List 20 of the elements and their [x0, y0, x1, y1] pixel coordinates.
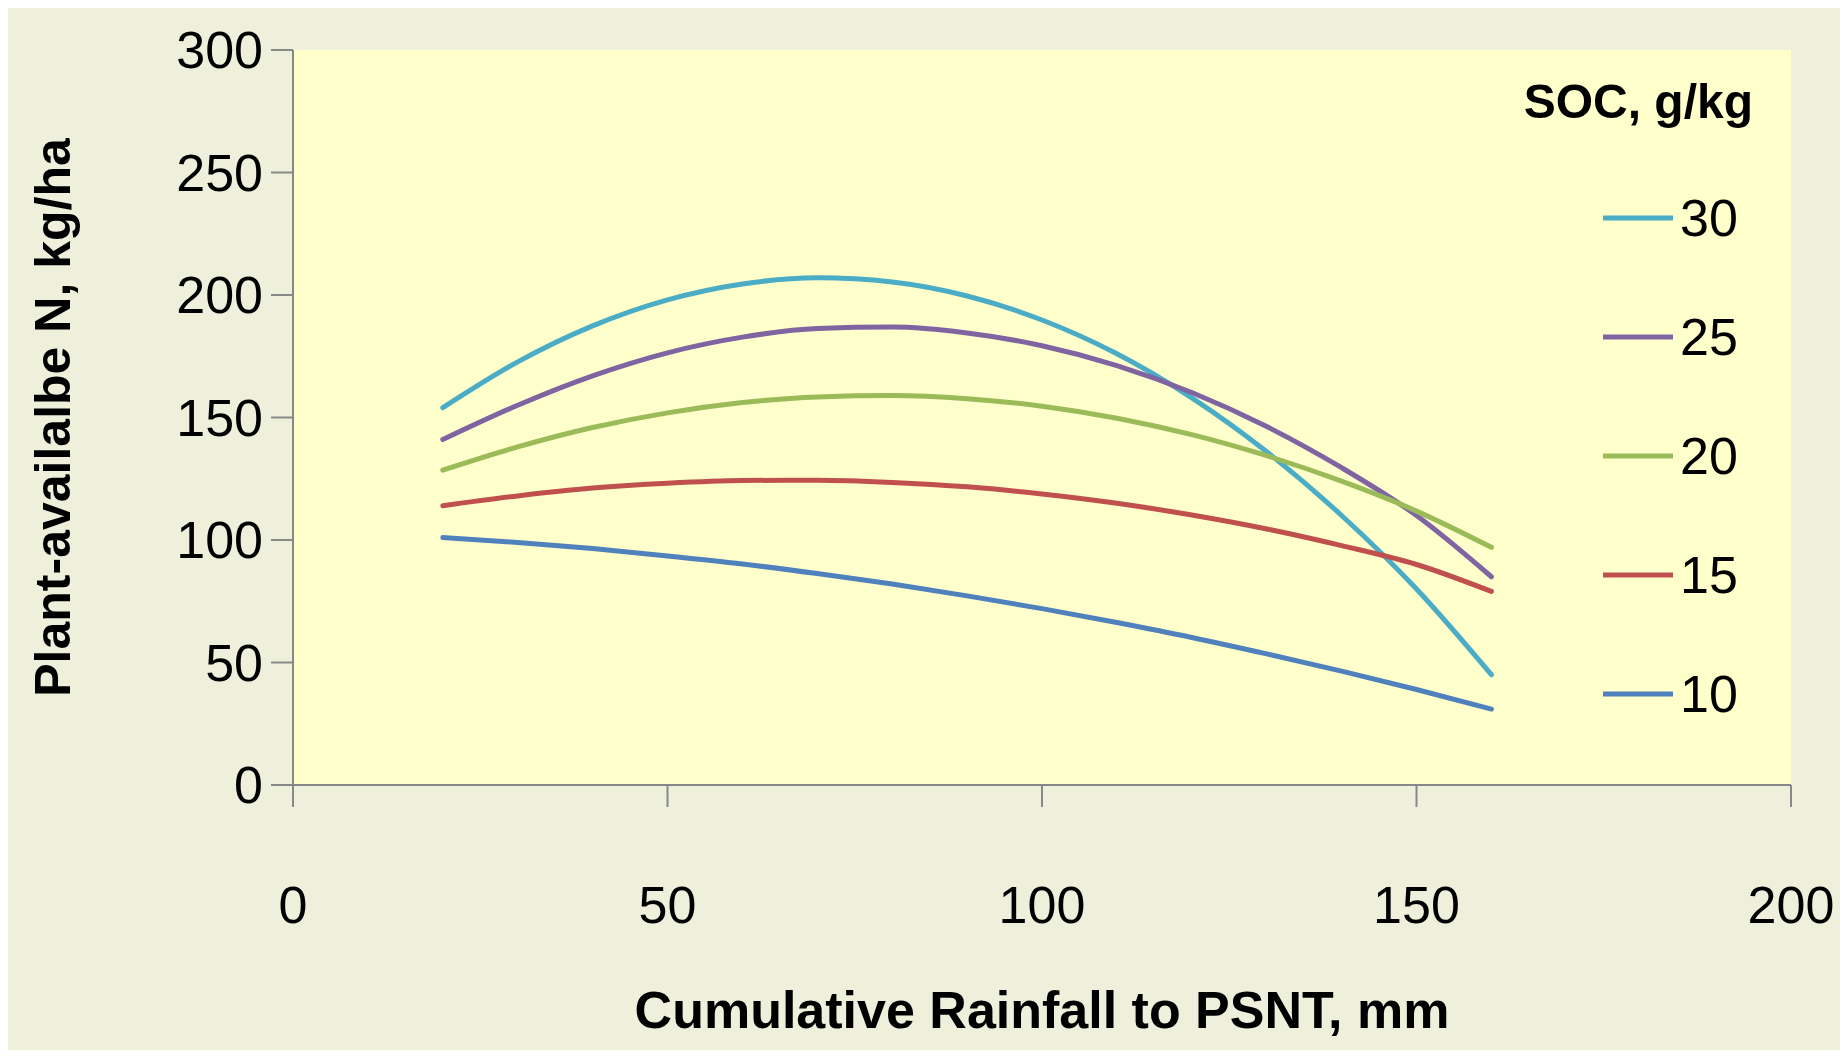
- x-tick-label: 100: [998, 876, 1086, 934]
- legend-label: 30: [1680, 189, 1738, 248]
- y-tick-label: 250: [176, 143, 263, 202]
- x-tick-label: 200: [1747, 876, 1835, 934]
- legend-title: SOC, g/kg: [1523, 75, 1753, 128]
- legend-label: 25: [1680, 308, 1738, 367]
- y-tick-label: 0: [234, 756, 263, 815]
- y-tick-label: 150: [176, 388, 263, 447]
- y-tick-label: 50: [205, 633, 263, 692]
- x-tick-label: 0: [278, 876, 308, 934]
- y-axis-title: Plant-availalbe N, kg/ha: [25, 137, 81, 697]
- x-tick-label: 150: [1373, 876, 1460, 934]
- legend-label: 20: [1680, 427, 1738, 486]
- y-tick-label: 100: [176, 511, 263, 570]
- x-axis-title: Cumulative Rainfall to PSNT, mm: [634, 981, 1450, 1039]
- y-tick-label: 200: [176, 266, 263, 325]
- y-tick-label: 300: [176, 21, 263, 80]
- x-tick-label: 50: [638, 876, 697, 934]
- legend-label: 15: [1680, 546, 1738, 605]
- legend-label: 10: [1680, 665, 1738, 724]
